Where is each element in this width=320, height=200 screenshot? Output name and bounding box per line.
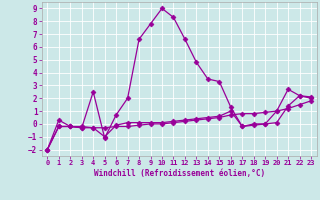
X-axis label: Windchill (Refroidissement éolien,°C): Windchill (Refroidissement éolien,°C) [94,169,265,178]
